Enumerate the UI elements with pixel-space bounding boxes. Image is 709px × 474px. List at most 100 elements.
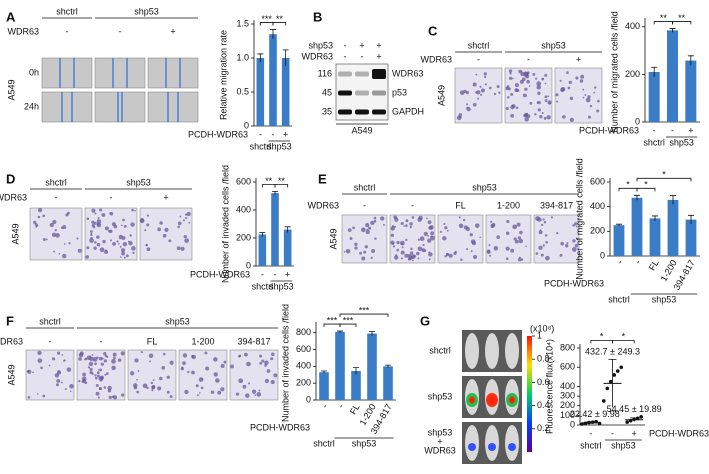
cell [512, 224, 518, 230]
cell [264, 378, 269, 384]
cell [92, 357, 98, 362]
cell [62, 225, 67, 230]
band [355, 90, 369, 96]
cell [78, 352, 84, 358]
cell [96, 222, 102, 228]
bar [269, 34, 277, 127]
point [597, 421, 602, 426]
y-tick-label: 400 [560, 381, 575, 391]
cell [35, 225, 38, 228]
cell [145, 243, 148, 247]
cell [556, 100, 559, 103]
point [601, 399, 606, 403]
mw-marker: 35 [322, 106, 332, 116]
cell [498, 91, 501, 94]
cell [162, 233, 167, 238]
point [625, 420, 629, 424]
cell [37, 350, 42, 356]
cell [518, 256, 521, 259]
bar [319, 372, 329, 400]
cell [261, 359, 265, 363]
bar [649, 218, 661, 256]
cell [400, 221, 404, 226]
cell [352, 226, 356, 230]
cell [439, 230, 442, 233]
cell [182, 353, 188, 358]
cell [443, 222, 446, 225]
cell [61, 353, 64, 356]
cell [100, 362, 104, 366]
cell [510, 104, 515, 110]
x-tick-label: + [632, 428, 637, 438]
cell [569, 117, 575, 122]
cell [466, 106, 471, 112]
cell [176, 246, 181, 251]
cell [541, 77, 545, 81]
error-bar [282, 49, 289, 67]
bar [367, 333, 377, 400]
y-tick-label: 0 [306, 394, 311, 404]
cell [545, 255, 550, 261]
cell [548, 102, 551, 105]
panel-letter: F [6, 313, 14, 328]
condition-label: - [100, 336, 103, 346]
cell [103, 386, 107, 389]
cell [524, 87, 528, 91]
cell [401, 246, 404, 249]
cell [55, 233, 60, 238]
x-axis-label: PCDH-WDR63 [188, 129, 248, 139]
cell [475, 73, 478, 76]
group-label: shctrl [468, 40, 490, 50]
cell [76, 237, 79, 240]
panel-letter: B [313, 9, 322, 24]
x-tick-label: - [615, 258, 625, 266]
signal [489, 396, 495, 404]
condition-label: FL [455, 200, 466, 210]
cell [136, 378, 138, 381]
cell [594, 86, 597, 89]
cell [42, 214, 46, 218]
y-tick-label: 300 [560, 391, 575, 401]
cell [345, 248, 351, 254]
cell [470, 250, 473, 253]
cell [123, 224, 127, 228]
cell [96, 371, 100, 375]
cell [151, 385, 156, 390]
cell [40, 366, 43, 370]
cell [182, 219, 185, 222]
cell [77, 248, 82, 253]
significance-label: * [662, 170, 666, 180]
cell [36, 224, 39, 227]
cell [94, 241, 97, 244]
condition-label: + [376, 51, 381, 61]
cell [97, 396, 100, 399]
cell [412, 254, 417, 258]
cell [97, 216, 100, 220]
cell [33, 220, 37, 224]
micrograph [94, 57, 146, 89]
error-bar [270, 29, 276, 39]
condition-label: - [361, 51, 364, 61]
cell [463, 225, 468, 230]
cell [520, 71, 525, 77]
cell [458, 216, 461, 219]
cell [142, 383, 148, 389]
cell [87, 366, 91, 369]
cell [91, 354, 94, 356]
cell [418, 215, 423, 221]
cell [98, 368, 100, 371]
cell [400, 250, 405, 255]
cell [556, 232, 559, 235]
cell [354, 246, 358, 250]
cell [131, 208, 134, 212]
cell [110, 239, 113, 242]
x-tick-label: - [261, 269, 264, 279]
cell [54, 373, 60, 378]
cell [149, 360, 151, 363]
cell [205, 366, 210, 371]
colorbar-label: (x10⁸) [530, 323, 554, 333]
cell [475, 91, 478, 94]
cell-line-label: A549 [351, 125, 372, 135]
cell [89, 238, 94, 243]
cell [410, 247, 413, 251]
